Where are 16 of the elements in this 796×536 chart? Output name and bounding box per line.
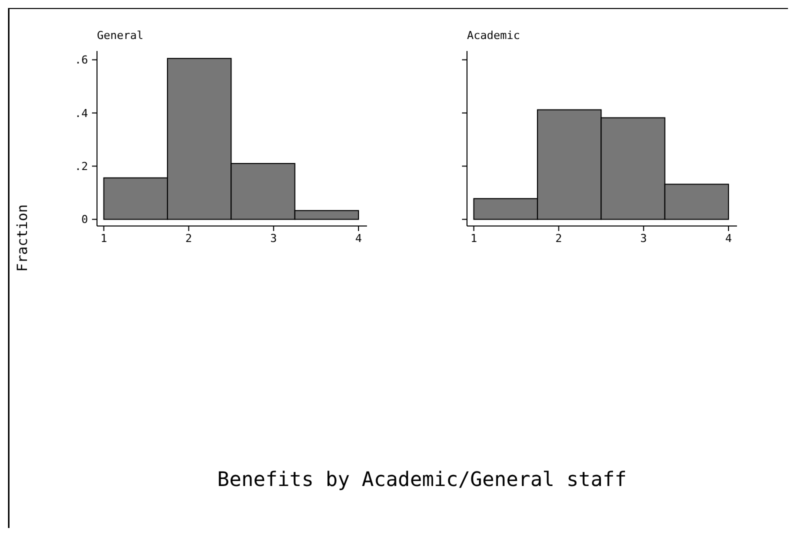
x-tick-label: 1 — [100, 232, 108, 245]
x-tick-label: 2 — [555, 232, 562, 245]
x-tick-label: 4 — [355, 232, 362, 245]
chart-title: Academic — [467, 29, 520, 42]
x-tick-label: 2 — [185, 232, 192, 245]
y-tick-label: .2 — [74, 160, 88, 174]
chart-title: General — [97, 29, 144, 42]
x-axis-title: Benefits by Academic/General staff — [217, 467, 627, 491]
x-tick-label: 1 — [470, 232, 478, 245]
x-tick-label: 4 — [725, 232, 732, 245]
x-tick-label: 3 — [270, 232, 277, 245]
y-tick-label: .4 — [74, 106, 88, 120]
y-axis-title: Fraction — [15, 204, 31, 272]
x-tick-label: 3 — [640, 232, 647, 245]
y-tick-label: 0 — [81, 213, 88, 226]
y-tick-label: .6 — [74, 54, 88, 67]
